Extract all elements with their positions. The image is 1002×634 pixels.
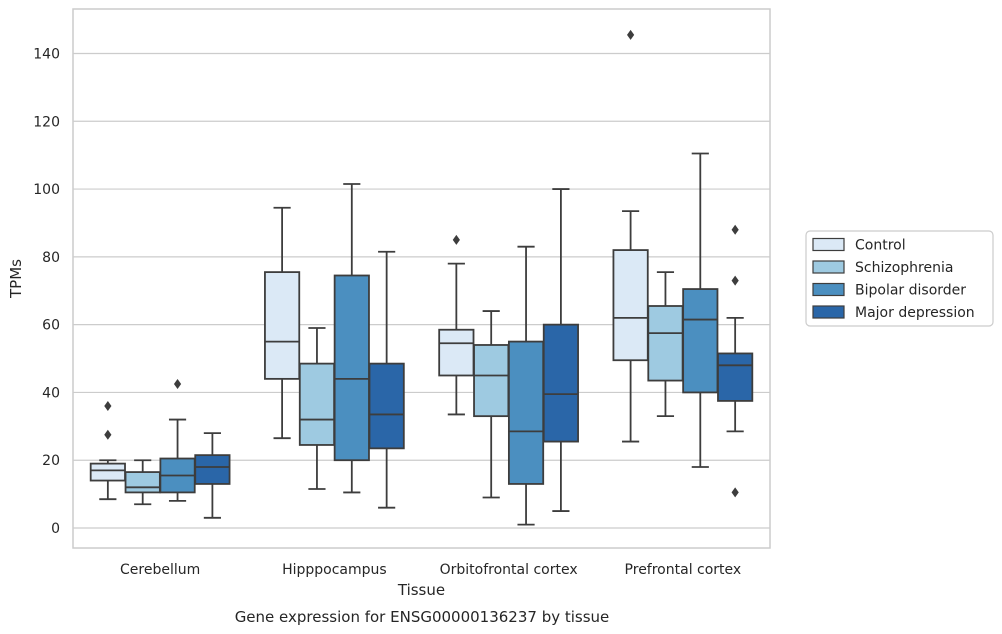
box-iqr <box>194 454 231 485</box>
plot-frame <box>72 8 771 549</box>
outlier-point <box>173 378 182 389</box>
box-major-depression-hipppocampus <box>368 250 405 509</box>
outlier-point <box>731 224 739 235</box>
box-iqr <box>682 288 719 394</box>
legend-label: Major depression <box>855 305 975 321</box>
box-bipolar-disorder-hipppocampus <box>333 183 370 494</box>
box-schizophrenia-prefrontal-cortex <box>647 271 684 418</box>
legend-swatch <box>812 305 845 319</box>
outlier-point <box>104 429 112 440</box>
box-iqr <box>89 462 126 482</box>
x-axis-label: Tissue <box>397 581 445 599</box>
box-control-prefrontal-cortex <box>612 29 649 443</box>
box-iqr <box>647 305 684 382</box>
outlier-point <box>731 275 739 286</box>
box-schizophrenia-cerebellum <box>124 459 161 506</box>
x-tick-labels: Cerebellum Hipppocampus Orbitofrontal cort… <box>120 562 741 578</box>
legend-label: Schizophrenia <box>855 260 953 276</box>
y-tick-label: 40 <box>42 385 60 401</box>
box-iqr <box>333 274 370 462</box>
box-schizophrenia-hipppocampus <box>298 327 336 490</box>
box-iqr <box>507 340 545 485</box>
x-tick-label: Cerebellum <box>120 562 200 578</box>
box-iqr <box>438 328 475 377</box>
box-iqr <box>124 471 161 494</box>
box-iqr <box>298 362 336 446</box>
y-axis-label: TPMs <box>7 259 25 299</box>
y-tick-label: 140 <box>33 47 60 63</box>
y-tick-label: 20 <box>42 453 60 469</box>
outlier-point <box>104 400 112 411</box>
box-bipolar-disorder-prefrontal-cortex <box>682 152 719 468</box>
y-tick-label: 0 <box>51 521 60 537</box>
box-groups <box>89 29 754 526</box>
box-iqr <box>542 323 579 443</box>
legend-swatch <box>812 260 845 274</box>
box-control-cerebellum <box>89 400 126 501</box>
x-tick-label: Prefrontal cortex <box>625 562 742 578</box>
box-schizophrenia-orbitofrontal-cortex <box>473 310 510 499</box>
box-iqr <box>473 344 510 418</box>
outlier-point <box>452 234 460 245</box>
box-bipolar-disorder-orbitofrontal-cortex <box>507 245 545 526</box>
x-tick-label: Orbitofrontal cortex <box>440 562 578 578</box>
box-major-depression-orbitofrontal-cortex <box>542 188 579 512</box>
y-tick-labels: 0 20 40 60 80 100 120 140 <box>33 47 60 538</box>
y-tick-label: 80 <box>42 250 60 266</box>
legend-swatch <box>812 237 845 252</box>
outlier-point <box>731 487 739 498</box>
legend-frame <box>805 230 994 327</box>
box-control-hipppocampus <box>264 206 301 440</box>
box-iqr <box>717 352 754 402</box>
y-tick-label: 120 <box>33 114 60 130</box>
box-iqr <box>264 271 301 380</box>
y-tick-label: 60 <box>42 318 60 334</box>
x-tick-label: Hipppocampus <box>282 562 387 578</box>
legend-label: Bipolar disorder <box>855 283 966 299</box>
box-control-orbitofrontal-cortex <box>438 234 475 416</box>
box-bipolar-disorder-cerebellum <box>159 378 196 502</box>
box-iqr <box>368 362 405 450</box>
legend: Control Schizophrenia Bipolar disorder Majo… <box>805 230 994 327</box>
legend-label: Control <box>855 238 906 254</box>
y-tick-label: 100 <box>33 182 60 198</box>
chart-caption: Gene expression for ENSG00000136237 by t… <box>235 608 610 626</box>
box-iqr <box>612 249 649 362</box>
outlier-point <box>627 29 635 40</box>
box-major-depression-prefrontal-cortex <box>717 224 754 498</box>
box-major-depression-cerebellum <box>194 432 231 519</box>
legend-swatch <box>812 282 845 297</box>
